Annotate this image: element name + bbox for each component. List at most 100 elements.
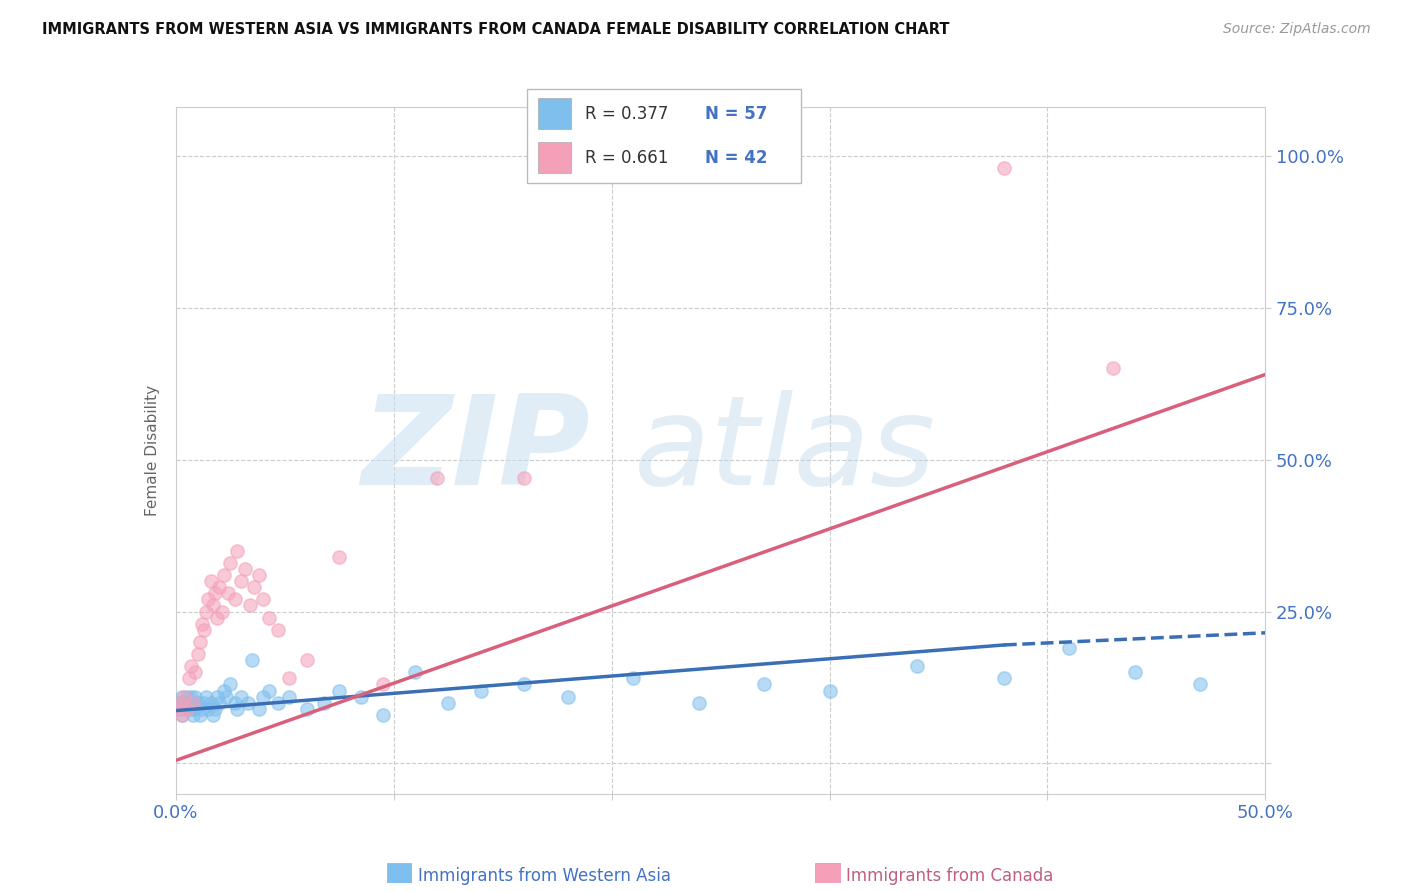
Point [993,161,1015,175]
Point [177,696,200,710]
Point [167,696,190,710]
Point [312,696,335,710]
Point [513,471,536,485]
Point [204,586,226,600]
Point [173,690,195,704]
Point [191,616,214,631]
Point [201,599,224,613]
Point [193,623,215,637]
Point [177,672,200,686]
Point [205,690,228,704]
Point [278,690,301,704]
Point [235,562,257,576]
Point [225,702,247,716]
Point [243,580,266,594]
Point [295,702,318,716]
Point [1057,640,1080,655]
FancyBboxPatch shape [387,863,412,883]
Point [193,696,215,710]
Point [184,665,207,680]
Point [252,690,274,704]
Point [204,702,226,716]
Point [557,690,579,704]
Point [426,471,449,485]
Point [200,696,222,710]
Point [217,586,239,600]
Text: N = 42: N = 42 [706,149,768,167]
Point [219,556,242,570]
Point [219,677,242,691]
Point [278,672,301,686]
Point [176,690,198,704]
Point [328,549,350,564]
Point [186,647,209,661]
Text: ZIP: ZIP [361,390,591,511]
Point [188,635,211,649]
Point [818,683,841,698]
Text: R = 0.661: R = 0.661 [585,149,668,167]
Point [688,696,710,710]
Point [172,690,194,704]
Point [215,690,238,704]
Point [169,696,191,710]
Text: Immigrants from Western Asia: Immigrants from Western Asia [418,867,671,885]
Point [240,653,263,667]
Point [181,696,204,710]
Point [212,568,235,582]
Point [195,605,218,619]
Point [181,696,204,710]
Point [470,683,492,698]
Point [252,592,274,607]
Point [1102,361,1125,376]
Text: atlas: atlas [633,390,935,511]
Point [224,592,246,607]
Point [437,696,460,710]
Point [371,677,394,691]
Point [186,696,209,710]
Point [180,659,202,673]
Point [208,580,231,594]
Point [405,665,427,680]
Point [328,683,350,698]
Point [621,672,644,686]
Point [211,605,233,619]
FancyBboxPatch shape [815,863,841,883]
Text: R = 0.377: R = 0.377 [585,104,668,122]
Point [167,702,190,716]
Point [181,707,204,722]
Point [247,702,270,716]
Point [200,574,222,589]
Point [267,623,290,637]
Point [201,707,224,722]
Point [371,707,394,722]
Point [259,683,281,698]
Point [205,610,228,624]
Point [231,690,253,704]
Point [180,690,202,704]
Point [1189,677,1212,691]
FancyBboxPatch shape [538,97,571,129]
Point [172,707,194,722]
Text: N = 57: N = 57 [706,104,768,122]
Text: Source: ZipAtlas.com: Source: ZipAtlas.com [1223,22,1371,37]
Point [350,690,373,704]
Point [172,707,194,722]
Point [1123,665,1146,680]
Point [169,702,191,716]
Text: IMMIGRANTS FROM WESTERN ASIA VS IMMIGRANTS FROM CANADA FEMALE DISABILITY CORRELA: IMMIGRANTS FROM WESTERN ASIA VS IMMIGRAN… [42,22,949,37]
Point [184,690,207,704]
Point [225,543,247,558]
Point [231,574,253,589]
Point [208,696,231,710]
Point [197,702,219,716]
Point [176,702,198,716]
Point [197,592,219,607]
Point [180,702,202,716]
Point [191,702,214,716]
Point [754,677,776,691]
Point [212,683,235,698]
Point [295,653,318,667]
Point [993,672,1015,686]
Point [188,707,211,722]
Point [224,696,246,710]
